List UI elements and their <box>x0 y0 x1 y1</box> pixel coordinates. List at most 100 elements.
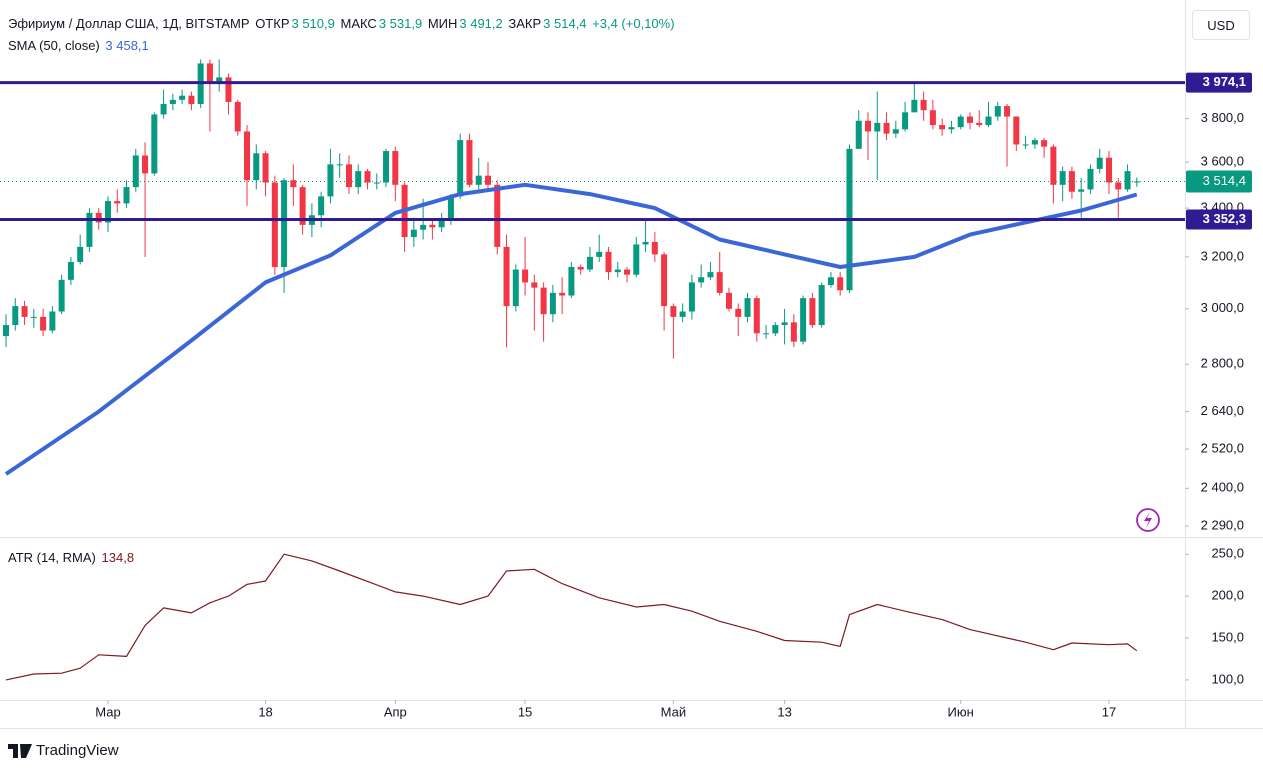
candle-body <box>568 267 575 296</box>
candle-body <box>49 311 56 331</box>
currency-button[interactable]: USD <box>1192 10 1250 40</box>
candle-body <box>855 120 862 149</box>
candle-body <box>707 272 714 278</box>
candle-body <box>3 325 10 337</box>
candle-body <box>95 212 102 223</box>
brand-logo <box>8 743 32 758</box>
candle-body <box>151 114 158 174</box>
atr-name: ATR (14, RMA) <box>8 550 96 565</box>
candle-body <box>345 164 352 188</box>
candle-body <box>364 171 371 183</box>
candle-body <box>475 175 482 185</box>
brand: TradingView <box>8 742 119 759</box>
candle-body <box>1124 171 1131 190</box>
y-tick-label: 3 800,0 <box>1201 110 1244 125</box>
candle-body <box>939 125 946 130</box>
level-label: 3 352,3 <box>1203 211 1246 226</box>
candle-body <box>1068 171 1075 192</box>
candle-body <box>21 306 28 317</box>
candle-body <box>781 322 788 326</box>
candle-body <box>1031 140 1038 145</box>
last-price-label: 3 514,4 <box>1203 173 1246 188</box>
candle-body <box>244 131 251 181</box>
candle-body <box>392 151 399 185</box>
candle-body <box>494 184 501 247</box>
x-tick-label: Май <box>661 704 686 719</box>
y-tick-label: 3 200,0 <box>1201 248 1244 263</box>
candle-body <box>633 244 640 275</box>
candle-body <box>160 103 167 115</box>
candle-body <box>104 201 111 223</box>
candle-body <box>670 306 677 317</box>
candle-body <box>512 269 519 307</box>
candle-body <box>271 182 278 268</box>
candle-body <box>624 269 631 275</box>
candle-body <box>327 164 334 197</box>
candle-body <box>596 251 603 257</box>
candle-body <box>586 256 593 270</box>
candle-body <box>809 298 816 326</box>
candle-body <box>966 116 973 123</box>
candle-body <box>1096 157 1103 169</box>
alert-bolt[interactable] <box>1144 512 1152 528</box>
candle-body <box>262 153 269 183</box>
candle-body <box>994 106 1001 117</box>
candle-body <box>716 272 723 293</box>
last-price-box <box>1186 170 1252 193</box>
atr-value: 134,8 <box>101 550 135 565</box>
candle-body <box>40 316 47 331</box>
candle-body <box>299 187 306 225</box>
candle-body <box>253 153 260 181</box>
candle-body <box>920 99 927 111</box>
candle-body <box>457 140 464 197</box>
candle-body <box>837 277 844 291</box>
candle-body <box>725 292 732 309</box>
candle-body <box>429 224 436 228</box>
sma-value: 3 458,1 <box>105 38 149 53</box>
high-value: 3 531,9 <box>378 16 423 31</box>
y-tick-label: 250,0 <box>1211 546 1244 561</box>
candle-body <box>911 99 918 113</box>
candle-body <box>661 254 668 307</box>
candle-body <box>438 220 445 228</box>
y-tick-label: 2 520,0 <box>1201 440 1244 455</box>
y-tick-label: 2 800,0 <box>1201 356 1244 371</box>
candle-body <box>447 196 454 221</box>
candle-body <box>67 261 74 280</box>
alert-circle[interactable] <box>1136 508 1160 532</box>
series-line <box>4 182 1138 476</box>
candle-body <box>1013 116 1020 145</box>
candle-body <box>1004 106 1011 117</box>
candle-body <box>790 322 797 342</box>
candle-body <box>355 171 362 188</box>
candle-body <box>225 77 232 102</box>
candle-body <box>58 279 65 312</box>
candle-body <box>605 251 612 273</box>
alert-icon[interactable] <box>1136 508 1160 532</box>
high-label: МАКС <box>340 16 377 31</box>
candle-body <box>336 164 343 166</box>
change: +3,4 (+0,10%) <box>592 16 675 31</box>
candle-body <box>976 122 983 126</box>
y-tick-label: 200,0 <box>1211 588 1244 603</box>
candle-body <box>410 229 417 238</box>
candle-body <box>12 306 19 326</box>
x-tick-label: 18 <box>258 704 272 719</box>
candle-body <box>929 110 936 126</box>
candle-body <box>1050 146 1057 185</box>
candle-body <box>892 129 899 134</box>
x-tick-label: 17 <box>1102 704 1116 719</box>
x-tick-label: 15 <box>518 704 532 719</box>
y-tick-label: 3 000,0 <box>1201 300 1244 315</box>
candle-body <box>503 246 510 307</box>
brand-name: TradingView <box>36 742 119 759</box>
candle-body <box>818 285 825 326</box>
candle-body <box>865 120 872 132</box>
candle-body <box>383 151 390 183</box>
candle-body <box>1087 168 1094 190</box>
close-label: ЗАКР <box>508 16 542 31</box>
candle-body <box>132 155 139 188</box>
symbol-header: Эфириум / Доллар США, 1Д, BITSTAMP ОТКР 3… <box>8 16 677 31</box>
open-value: 3 510,9 <box>291 16 335 31</box>
open-label: ОТКР <box>255 16 290 31</box>
